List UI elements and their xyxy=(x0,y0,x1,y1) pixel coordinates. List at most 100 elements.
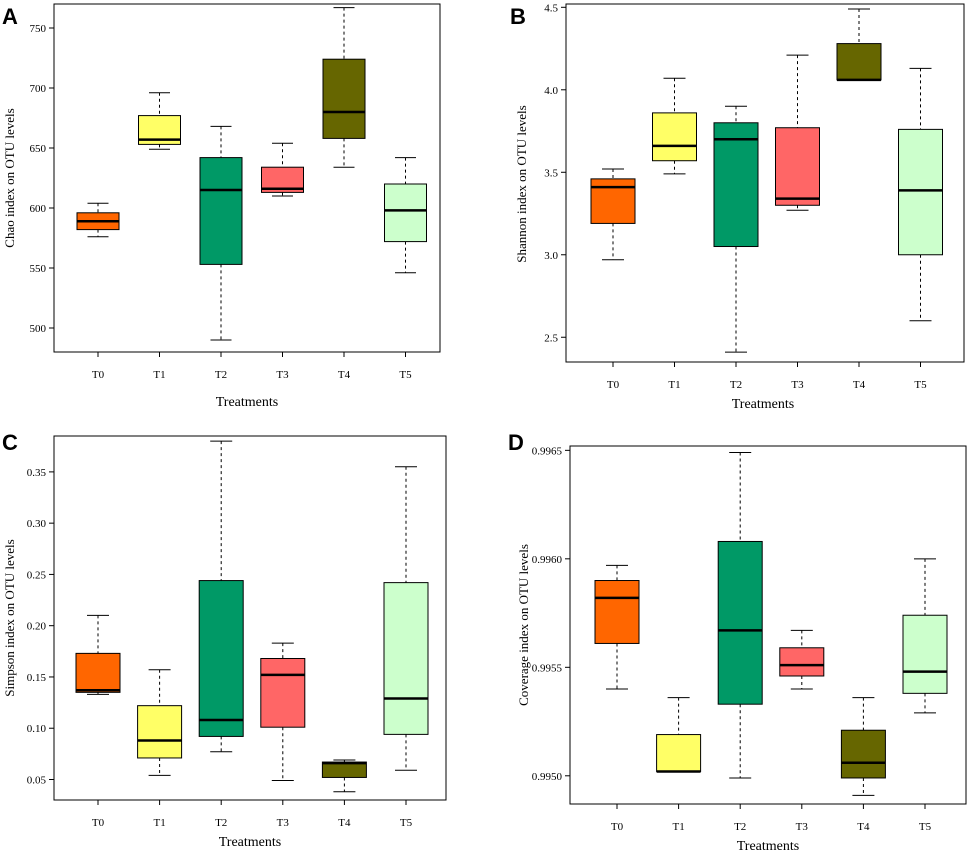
x-tick-label: T2 xyxy=(215,369,227,381)
boxplot-t5 xyxy=(902,558,948,714)
boxplot-t0 xyxy=(76,202,120,238)
iqr-box xyxy=(836,43,882,81)
panel-letter: D xyxy=(508,430,524,455)
x-tick-label: T5 xyxy=(914,379,927,391)
boxplot-t2 xyxy=(717,452,763,779)
x-tick-label: T1 xyxy=(668,379,680,391)
x-axis-title: Treatments xyxy=(216,395,278,410)
x-tick-label: T1 xyxy=(153,817,165,829)
y-tick-label: 700 xyxy=(30,83,47,95)
y-tick-label: 600 xyxy=(30,203,47,215)
boxplot-t1 xyxy=(138,92,181,150)
boxplot-t2 xyxy=(199,125,243,341)
boxplot-t1 xyxy=(656,697,702,773)
boxplot-t5 xyxy=(383,466,429,771)
iqr-box xyxy=(260,658,306,728)
x-tick-label: T0 xyxy=(92,817,105,829)
y-tick-label: 500 xyxy=(30,323,47,335)
y-tick-label: 0.10 xyxy=(27,723,47,735)
x-tick-label: T2 xyxy=(730,379,742,391)
boxplot-t3 xyxy=(260,642,306,782)
y-axis-title: Shannon index on OTU levels xyxy=(514,105,529,262)
iqr-box xyxy=(322,58,366,139)
y-tick-label: 2.5 xyxy=(544,332,558,344)
y-tick-label: 0.9960 xyxy=(532,554,563,566)
panel-b: B 2.5 3.0 3.5 4.0 4.5 T0 T1 T2 T3 T4 T5 Treatment… xyxy=(510,2,965,412)
x-tick-label: T0 xyxy=(607,379,620,391)
y-tick-label: 550 xyxy=(30,263,47,275)
plot-frame xyxy=(53,435,447,801)
x-axis-title: Treatments xyxy=(737,839,799,854)
y-axis: 0.05 0.10 0.15 0.20 0.25 0.30 0.35 xyxy=(27,467,54,786)
x-axis: T0 T1 T2 T3 T4 T5 xyxy=(92,800,413,829)
iqr-box xyxy=(590,178,636,224)
plot-frame xyxy=(53,3,441,353)
y-tick-label: 0.30 xyxy=(27,518,47,530)
boxplot-t0 xyxy=(594,564,640,690)
plot-frame xyxy=(569,445,967,805)
iqr-box xyxy=(717,540,763,705)
iqr-box xyxy=(656,734,702,772)
x-tick-label: T4 xyxy=(853,379,866,391)
boxplot-t1 xyxy=(137,669,183,776)
x-tick-label: T0 xyxy=(611,821,624,833)
x-tick-label: T4 xyxy=(857,821,870,833)
y-axis: 0.9950 0.9955 0.9960 0.9965 xyxy=(532,445,570,783)
x-tick-label: T4 xyxy=(338,817,351,829)
x-tick-label: T3 xyxy=(796,821,809,833)
y-tick-label: 0.9950 xyxy=(532,771,563,783)
iqr-box xyxy=(137,705,183,759)
x-axis: T0 T1 T2 T3 T4 T5 xyxy=(611,804,932,833)
boxplot-t2 xyxy=(198,440,244,753)
x-tick-label: T1 xyxy=(153,369,165,381)
y-tick-label: 0.9955 xyxy=(532,662,563,674)
panel-letter: B xyxy=(510,4,526,29)
iqr-box xyxy=(75,652,121,693)
y-axis: 2.5 3.0 3.5 4.0 4.5 xyxy=(544,2,566,344)
x-tick-label: T4 xyxy=(338,369,351,381)
boxplot-t4 xyxy=(836,8,882,82)
x-axis: T0 T1 T2 T3 T4 T5 xyxy=(607,362,927,391)
y-axis-title: Chao index on OTU levels xyxy=(2,108,17,247)
boxplots xyxy=(594,452,948,796)
x-tick-label: T5 xyxy=(919,821,932,833)
boxplot-t0 xyxy=(75,614,121,695)
x-tick-label: T0 xyxy=(92,369,105,381)
iqr-box xyxy=(840,729,886,779)
iqr-box xyxy=(779,647,825,677)
x-axis-title: Treatments xyxy=(219,835,281,850)
x-tick-label: T3 xyxy=(791,379,804,391)
y-axis: 500 550 600 650 700 750 xyxy=(30,23,54,335)
boxplots xyxy=(75,440,429,793)
x-tick-label: T2 xyxy=(734,821,746,833)
y-tick-label: 0.15 xyxy=(27,672,47,684)
boxplot-t3 xyxy=(261,142,304,197)
iqr-box xyxy=(898,128,943,256)
panel-letter: A xyxy=(2,4,18,29)
boxplots xyxy=(76,7,427,341)
x-tick-label: T3 xyxy=(276,369,289,381)
x-axis: T0 T1 T2 T3 T4 T5 xyxy=(92,352,412,381)
boxplot-t0 xyxy=(590,168,636,261)
x-tick-label: T3 xyxy=(277,817,290,829)
iqr-box xyxy=(594,580,640,644)
panel-letter: C xyxy=(2,430,18,455)
boxplot-t3 xyxy=(779,629,825,690)
boxplot-t5 xyxy=(898,67,943,322)
boxplot-t5 xyxy=(384,157,427,274)
boxplot-t1 xyxy=(652,77,697,175)
x-tick-label: T1 xyxy=(672,821,684,833)
x-tick-label: T5 xyxy=(400,817,413,829)
iqr-box xyxy=(321,761,367,778)
y-axis-title: Simpson index on OTU levels xyxy=(2,539,17,696)
y-tick-label: 650 xyxy=(30,143,47,155)
iqr-box xyxy=(199,157,243,265)
boxplot-t4 xyxy=(321,759,367,793)
iqr-box xyxy=(652,112,697,162)
y-tick-label: 0.20 xyxy=(27,621,47,633)
y-tick-label: 0.05 xyxy=(27,774,47,786)
y-tick-label: 0.25 xyxy=(27,569,47,581)
y-tick-label: 0.35 xyxy=(27,467,47,479)
